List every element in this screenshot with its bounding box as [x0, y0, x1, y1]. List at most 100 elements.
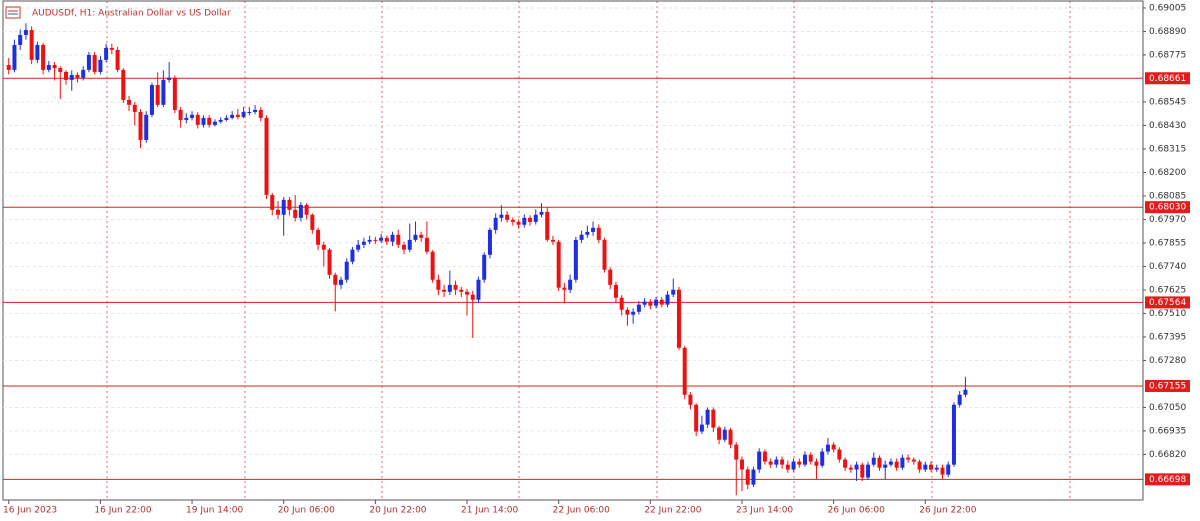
level-label-bg [1145, 201, 1190, 214]
candle-body [751, 469, 756, 485]
candle-body [333, 274, 338, 285]
chart-title: AUDUSDf, H1: Australian Dollar vs US Dol… [32, 9, 231, 19]
candle-body [149, 85, 154, 115]
candle-body [573, 239, 578, 280]
candle-body [728, 429, 733, 445]
candle-body [659, 299, 664, 305]
candle-body [631, 311, 636, 315]
candle-body [69, 74, 74, 80]
candle-body [705, 409, 710, 425]
candle-body [906, 457, 911, 460]
candle-body [843, 459, 848, 468]
candle-body [218, 119, 223, 122]
candle-body [762, 451, 767, 462]
x-tick-label: 20 Jun 06:00 [278, 506, 335, 516]
candle-body [184, 117, 189, 120]
candle-body [86, 54, 91, 70]
candle-body [585, 231, 590, 235]
candle-body [562, 287, 567, 290]
candle-body [41, 44, 46, 70]
candle-body [929, 464, 934, 470]
candle-body [745, 469, 750, 485]
candle-body [344, 261, 349, 280]
candle-body [46, 64, 51, 70]
candle-body [814, 461, 819, 466]
candle-body [453, 284, 458, 290]
candle-body [613, 284, 618, 298]
candle-body [797, 461, 802, 465]
candle-body [699, 424, 704, 432]
candle-body [636, 304, 641, 312]
candle-body [642, 301, 647, 305]
level-label-bg [1145, 296, 1190, 309]
candle-body [224, 117, 229, 120]
candle-body [516, 221, 521, 225]
candle-body [264, 117, 269, 195]
candle-body [671, 289, 676, 295]
x-tick-label: 16 Jun 2023 [3, 506, 57, 516]
y-tick-label: 0.68085 [1149, 191, 1186, 201]
candle-body [241, 111, 246, 117]
candle-body [596, 227, 601, 240]
candle-body [442, 289, 447, 292]
level-label: 0.68661 [1149, 74, 1186, 84]
candle-body [12, 44, 17, 70]
symbol-icon [5, 6, 21, 19]
candle-body [109, 48, 114, 50]
level-label: 0.67564 [1149, 298, 1186, 308]
candle-body [917, 461, 922, 470]
candle-body [407, 239, 412, 250]
candle-body [602, 239, 607, 270]
candle-body [396, 234, 401, 245]
candle-body [367, 239, 372, 242]
candle-body [373, 239, 378, 241]
candle-body [6, 64, 11, 70]
level-label: 0.68030 [1149, 203, 1186, 213]
x-tick-label: 20 Jun 22:00 [369, 506, 426, 516]
candle-body [963, 389, 968, 395]
candle-body [144, 114, 149, 140]
candle-body [361, 241, 366, 245]
candle-body [247, 111, 252, 113]
candle-body [310, 214, 315, 230]
candle-body [35, 44, 40, 60]
x-tick-label: 22 Jun 22:00 [644, 506, 701, 516]
candle-body [58, 68, 63, 72]
candle-body [556, 241, 561, 288]
candle-body [459, 289, 464, 292]
candle-body [934, 467, 939, 470]
candle-body [275, 209, 280, 215]
candle-body [711, 409, 716, 428]
candle-body [487, 229, 492, 255]
candle-body [780, 459, 785, 465]
candle-body [327, 249, 332, 275]
candle-body [476, 279, 481, 300]
candle-body [803, 454, 808, 465]
candle-body [316, 229, 321, 245]
level-label-bg [1145, 379, 1190, 392]
candle-body [253, 109, 258, 112]
y-tick-label: 0.68430 [1149, 121, 1186, 131]
x-tick-label: 16 Jun 22:00 [94, 506, 151, 516]
candle-body [121, 69, 126, 100]
y-tick-label: 0.66935 [1149, 426, 1186, 436]
candle-body [64, 71, 69, 80]
candle-body [356, 244, 361, 250]
candle-body [75, 74, 80, 78]
level-label: 0.67155 [1149, 381, 1186, 391]
candle-body [825, 444, 830, 452]
candle-body [739, 459, 744, 470]
day-separators [106, 1, 1071, 500]
candle-body [860, 464, 865, 478]
candle-body [757, 451, 762, 470]
candle-body [447, 284, 452, 292]
candle-body [734, 444, 739, 460]
level-label: 0.66698 [1149, 475, 1186, 485]
candle-body [888, 461, 893, 465]
candle-body [768, 461, 773, 465]
candle-body [940, 467, 945, 475]
candle-body [293, 209, 298, 218]
candle-body [138, 111, 143, 140]
candle-body [883, 464, 888, 468]
candle-body [722, 429, 727, 440]
